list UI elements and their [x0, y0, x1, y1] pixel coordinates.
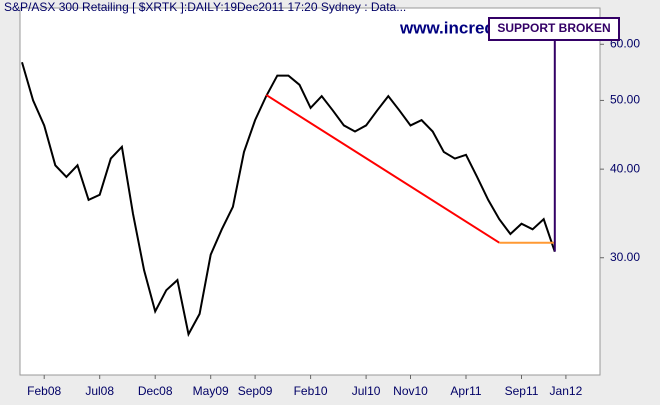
plot-area — [19, 7, 601, 376]
x-tick-label: May09 — [193, 384, 229, 398]
y-tick-label: 40.00 — [610, 161, 640, 175]
y-tick-label: 30.00 — [610, 250, 640, 264]
price-line — [21, 61, 556, 338]
x-tick-label: Apr11 — [450, 384, 481, 398]
x-tick-label: Feb08 — [27, 384, 61, 398]
x-tick-label: Jul08 — [85, 384, 114, 398]
x-tick-label: Feb10 — [294, 384, 328, 398]
chart-title: S&P/ASX 300 Retailing [ $XRTK ]:DAILY:19… — [4, 0, 406, 14]
trend-line — [265, 94, 500, 244]
annotation-text: SUPPORT BROKEN — [497, 21, 610, 35]
x-tick-label: Sep11 — [505, 384, 539, 398]
x-tick-label: Jan12 — [550, 384, 583, 398]
x-tick-label: Jul10 — [352, 384, 381, 398]
annotation-box — [488, 17, 620, 41]
x-tick-label: Dec08 — [138, 384, 173, 398]
x-tick-label: Sep09 — [238, 384, 273, 398]
y-tick-label: 50.00 — [610, 93, 640, 107]
x-tick-label: Nov10 — [393, 384, 428, 398]
